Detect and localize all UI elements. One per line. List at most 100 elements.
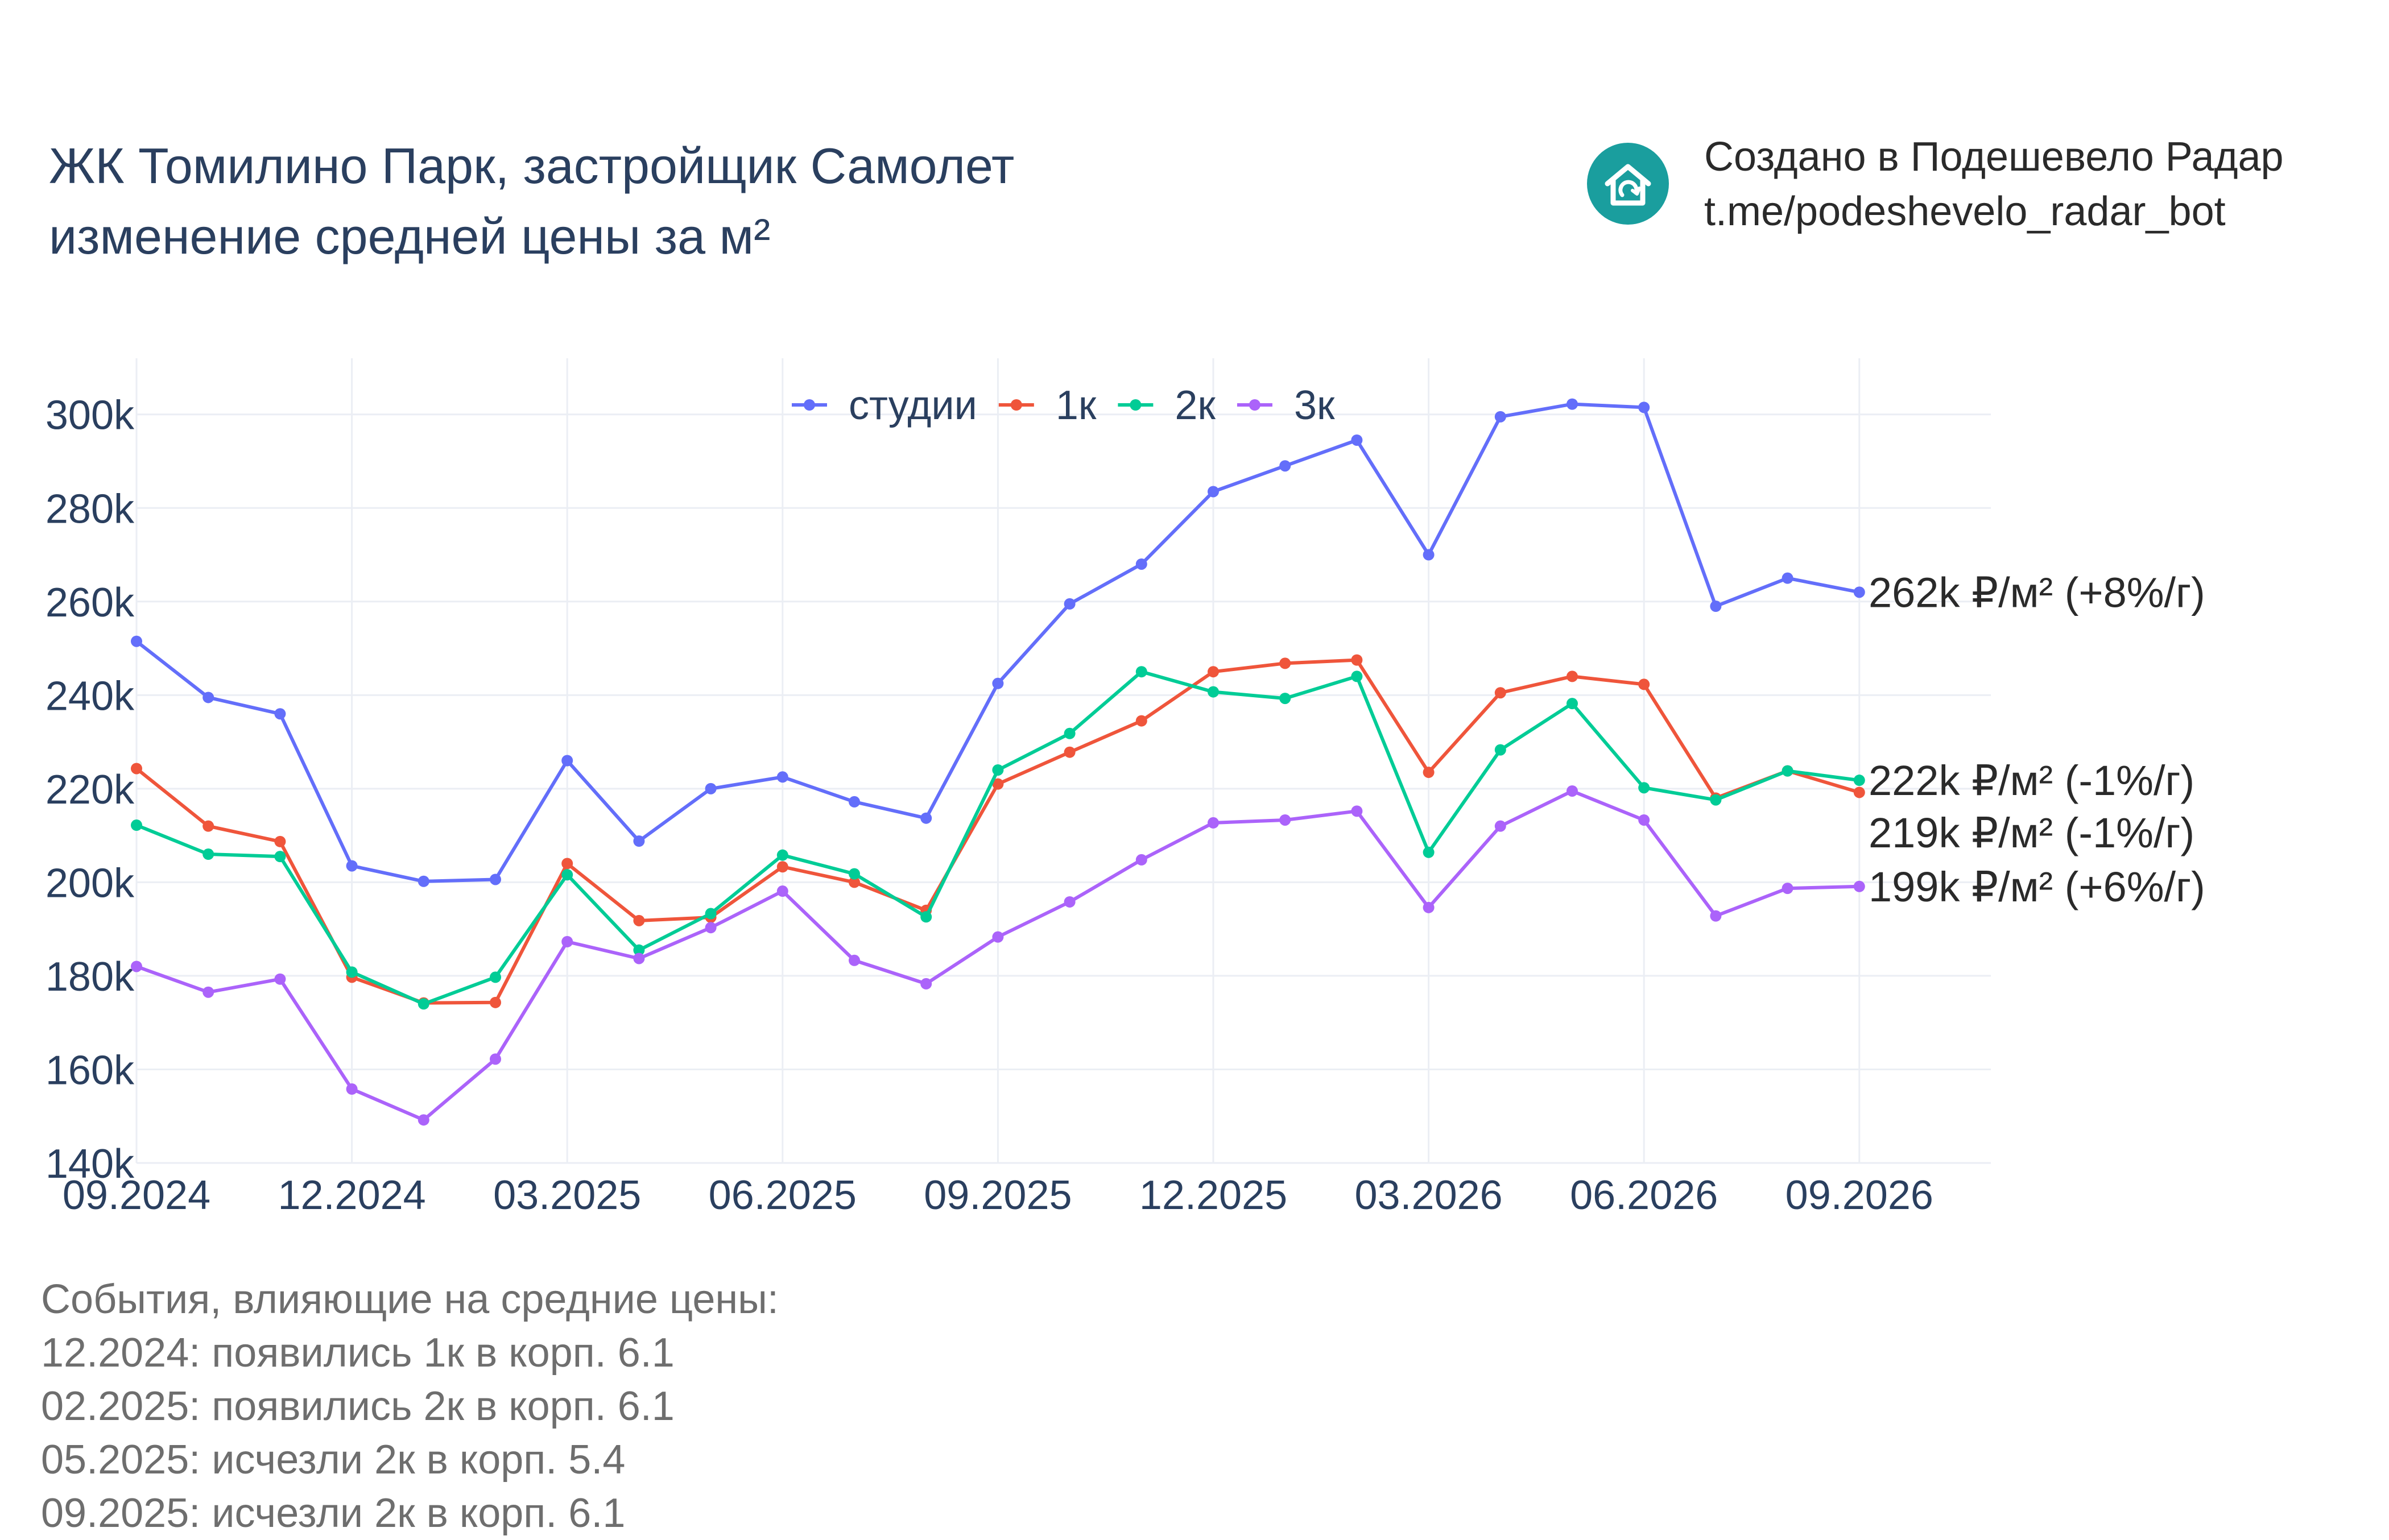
data-point <box>1208 686 1219 698</box>
data-point <box>202 692 214 703</box>
legend-label: 3к <box>1294 383 1335 428</box>
data-point <box>418 875 429 887</box>
data-point <box>633 835 645 847</box>
x-tick-label: 06.2025 <box>709 1173 857 1218</box>
data-point <box>1567 670 1578 682</box>
data-point <box>274 708 286 720</box>
data-point <box>1494 820 1506 832</box>
data-point <box>633 953 645 964</box>
data-point <box>346 1083 358 1095</box>
legend-marker <box>1130 399 1142 411</box>
brand-text: Создано в Подешевело Радар t.me/podeshev… <box>1704 130 2284 239</box>
y-tick-label: 180k <box>46 954 135 1000</box>
data-point <box>418 998 429 1010</box>
events-list: События, влияющие на средние цены: 12.20… <box>41 1273 779 1540</box>
data-point <box>202 848 214 860</box>
y-tick-label: 280k <box>46 486 135 532</box>
title-line-1: ЖК Томилино Парк, застройщик Самолет <box>49 138 1015 194</box>
y-tick-label: 200k <box>46 860 135 906</box>
event-item: 09.2025: исчезли 2к в корп. 6.1 <box>41 1491 626 1536</box>
data-point <box>1494 411 1506 423</box>
data-point <box>1567 785 1578 797</box>
data-point <box>202 820 214 832</box>
data-point <box>633 944 645 956</box>
data-point <box>346 860 358 872</box>
event-item: 02.2025: появились 2к в корп. 6.1 <box>41 1384 675 1429</box>
data-point <box>1710 794 1722 806</box>
data-point <box>561 858 573 870</box>
data-point <box>1567 398 1578 410</box>
data-point <box>1135 715 1147 727</box>
price-line-chart: 140k 160k 180k 200k 220k 240k 260k 280k 300k 09.2… <box>46 358 2205 1218</box>
y-tick-label: 160k <box>46 1048 135 1093</box>
data-point <box>705 783 717 794</box>
data-point <box>1638 401 1650 413</box>
data-point <box>776 849 788 861</box>
series-end-label: 219k ₽/м² (-1%/г) <box>1869 809 2194 856</box>
x-tick-label: 12.2025 <box>1139 1173 1287 1218</box>
data-point <box>1135 854 1147 866</box>
data-point <box>490 996 501 1008</box>
data-point <box>1279 460 1291 472</box>
series-end-label: 262k ₽/м² (+8%/г) <box>1869 569 2205 616</box>
legend-item: 3к <box>1237 383 1335 428</box>
chart-title: ЖК Томилино Парк, застройщик Самолет изм… <box>49 131 1014 272</box>
data-point <box>1351 434 1363 446</box>
data-point <box>920 978 932 990</box>
data-point <box>1064 746 1076 758</box>
title-line-2: изменение средней цены за м² <box>49 208 771 264</box>
data-point <box>274 973 286 985</box>
event-item: 12.2024: появились 1к в корп. 6.1 <box>41 1330 675 1376</box>
data-point <box>561 755 573 767</box>
data-point <box>776 861 788 873</box>
data-point <box>1710 601 1722 612</box>
data-point <box>1135 558 1147 570</box>
brand-line-1: Создано в Подешевело Радар <box>1704 134 2284 180</box>
x-tick-label: 09.2024 <box>63 1173 210 1218</box>
legend-item: 1к <box>998 383 1097 428</box>
y-tick-label: 260k <box>46 580 135 626</box>
data-point <box>418 1114 429 1126</box>
data-point <box>1782 883 1793 895</box>
data-point <box>1423 549 1435 561</box>
data-point <box>1208 666 1219 678</box>
x-tick-label: 03.2025 <box>493 1173 641 1218</box>
data-point <box>490 1053 501 1065</box>
data-point <box>1423 846 1435 858</box>
data-point <box>1853 786 1865 798</box>
data-point <box>346 966 358 978</box>
data-point <box>849 796 860 808</box>
y-tick-label: 220k <box>46 767 135 813</box>
event-item: 05.2025: исчезли 2к в корп. 5.4 <box>41 1437 626 1483</box>
data-point <box>202 986 214 998</box>
data-point <box>633 914 645 926</box>
data-point <box>561 935 573 947</box>
data-point <box>131 635 142 647</box>
data-point <box>705 922 717 934</box>
data-point <box>1423 901 1435 913</box>
data-point <box>131 961 142 972</box>
data-point <box>849 954 860 966</box>
x-tick-label: 09.2025 <box>924 1173 1072 1218</box>
data-point <box>1782 765 1793 777</box>
legend-marker <box>804 399 815 411</box>
data-point <box>1208 817 1219 829</box>
legend-label: студии <box>849 383 977 428</box>
data-point <box>992 764 1004 776</box>
legend-item: студии <box>792 383 977 428</box>
data-point <box>274 851 286 863</box>
data-point <box>490 874 501 885</box>
y-tick-label: 240k <box>46 673 135 719</box>
data-point <box>1135 666 1147 678</box>
data-point <box>1064 896 1076 908</box>
data-point <box>1279 693 1291 705</box>
x-tick-label: 06.2026 <box>1570 1173 1718 1218</box>
data-point <box>131 763 142 775</box>
events-heading: События, влияющие на средние цены: <box>41 1277 779 1322</box>
data-point <box>1351 654 1363 666</box>
data-point <box>1782 572 1793 584</box>
x-tick-label: 03.2026 <box>1354 1173 1502 1218</box>
brand-link[interactable]: t.me/podeshevelo_radar_bot <box>1704 189 2226 234</box>
data-point <box>131 819 142 831</box>
data-point <box>1279 657 1291 669</box>
